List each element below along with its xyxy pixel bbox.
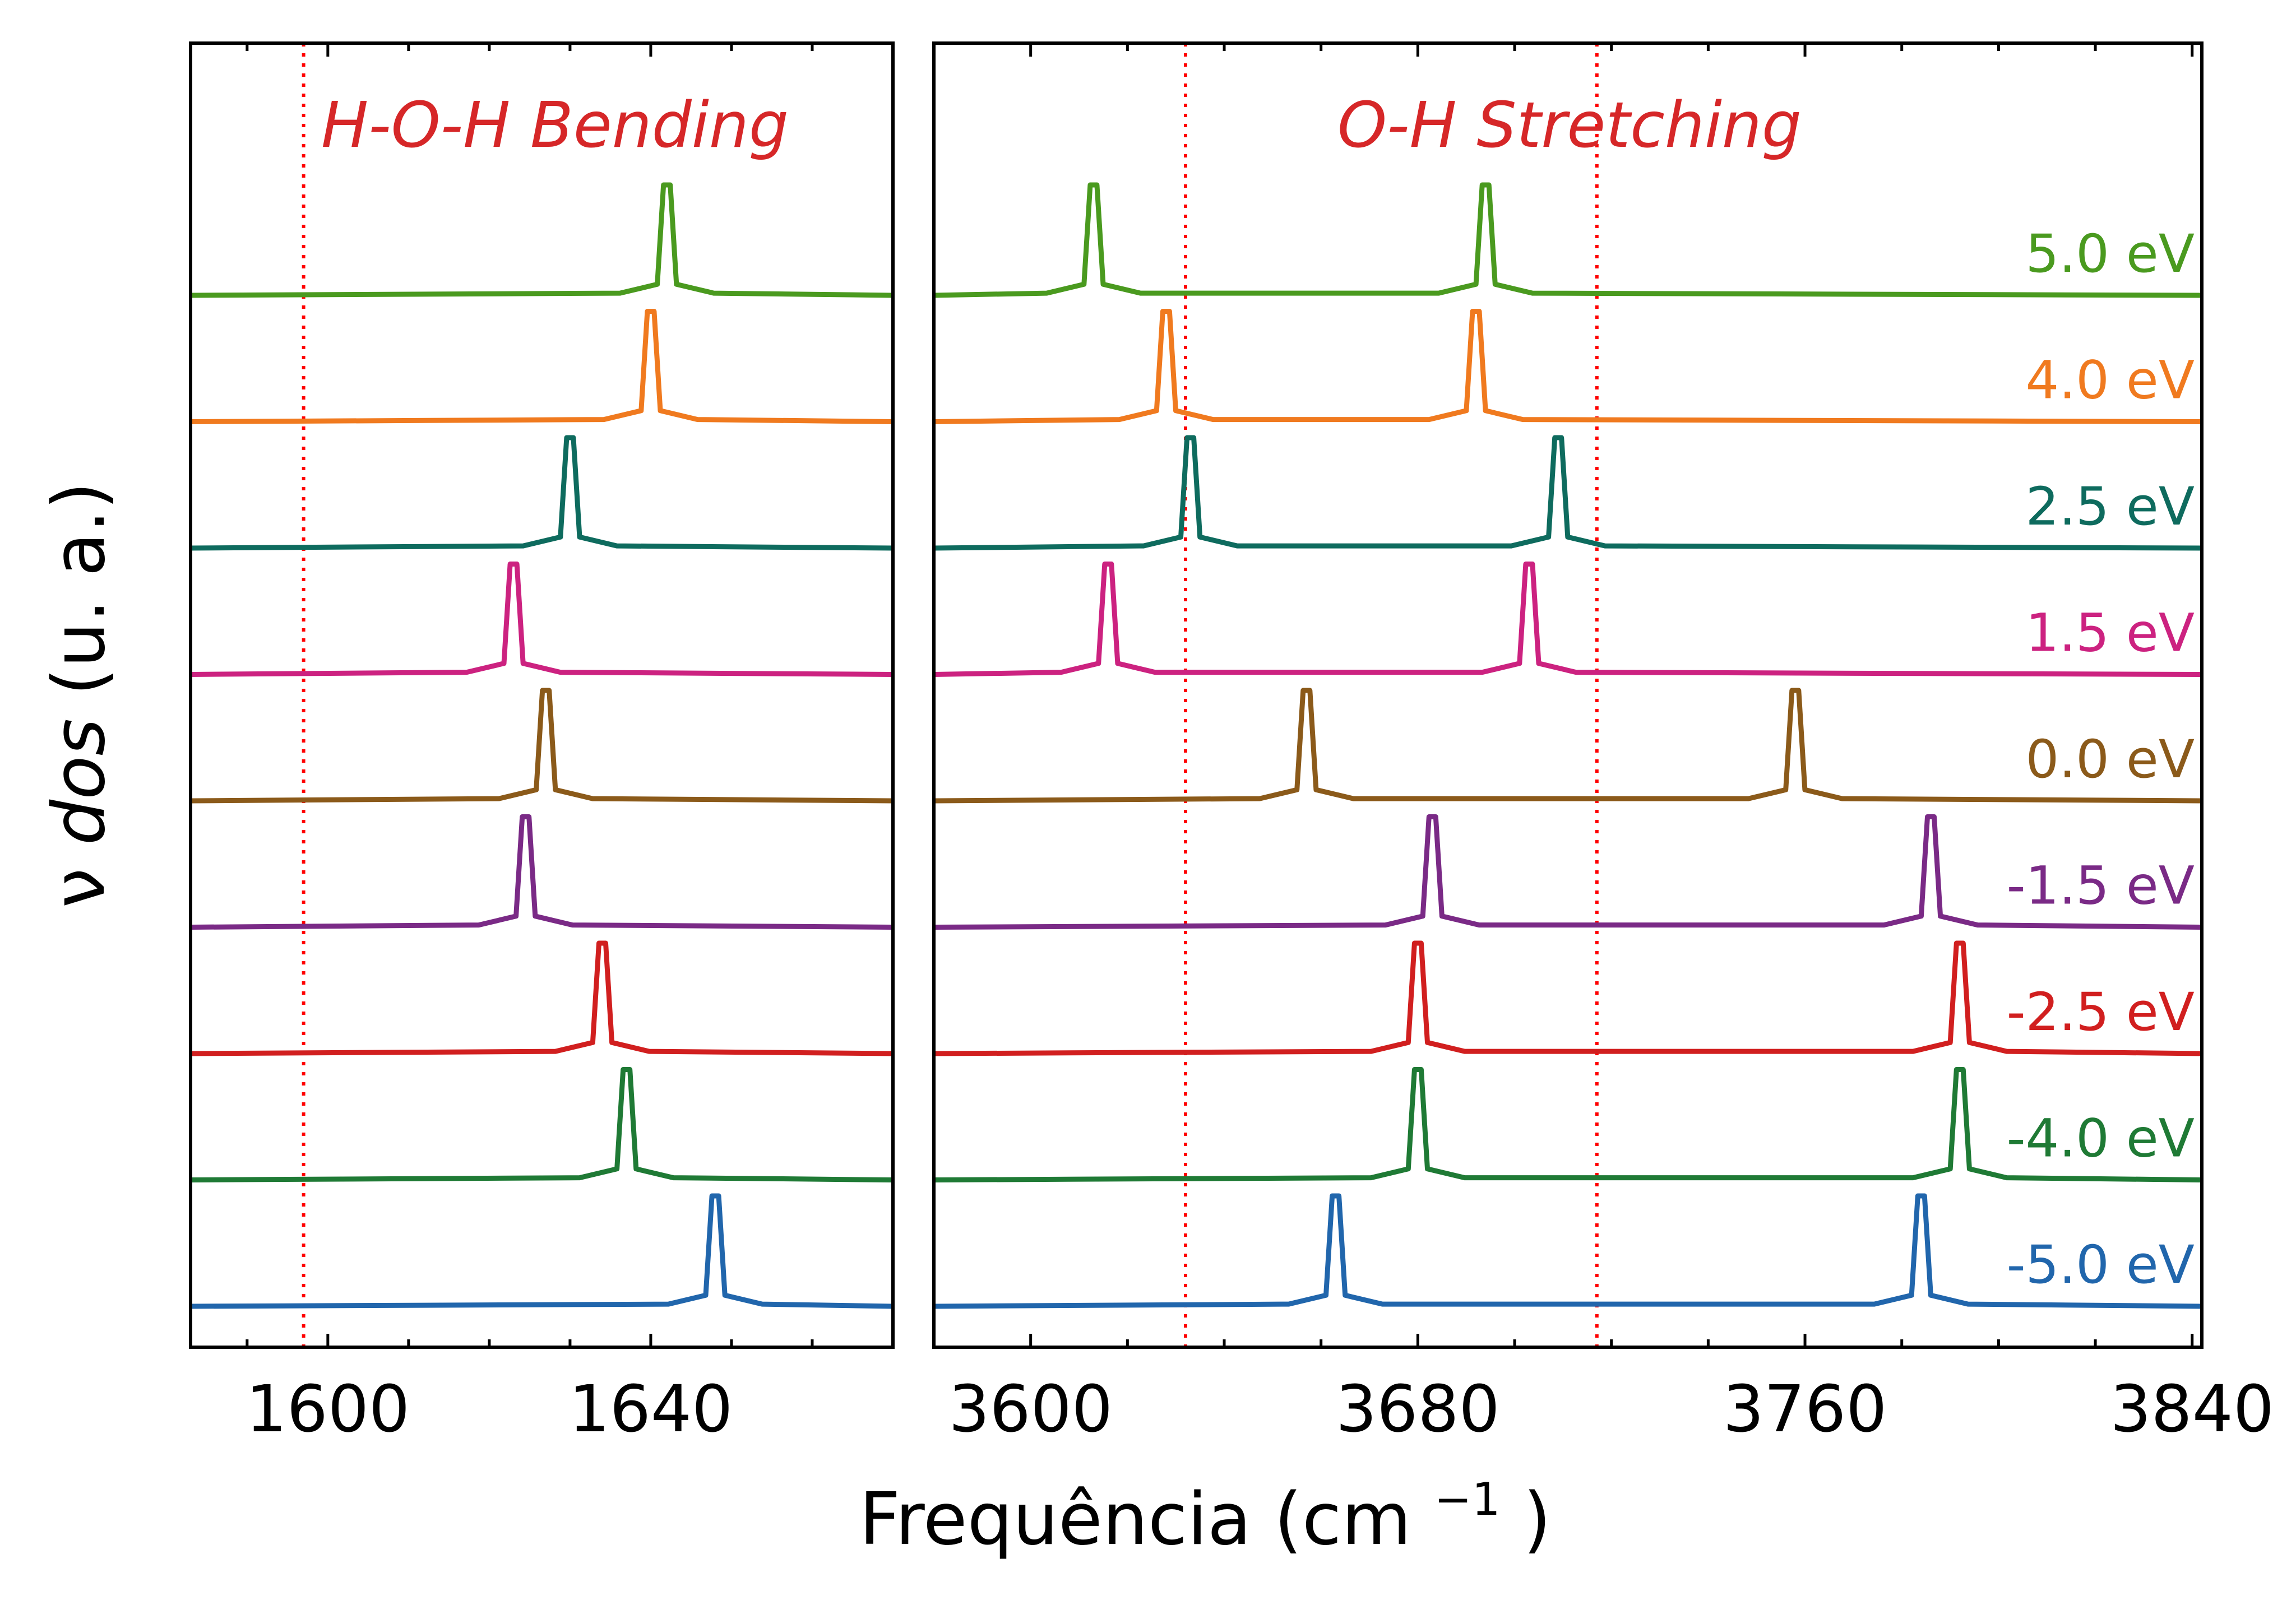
bending-series-4p0eV: [190, 309, 894, 424]
stretching-series-1p5eV: [933, 562, 2202, 677]
bending-series-5p0eV: [190, 182, 894, 298]
energy-label-5p0eV: 5.0 eV: [2025, 224, 2195, 285]
x-axis-title-close: ): [1523, 1478, 1551, 1561]
bending-series--5p0eV: [190, 1193, 894, 1309]
y-axis-title-symbol: ν: [38, 868, 121, 908]
stretching-panel-frame: [932, 41, 2204, 1349]
stretching-tick-label-3680: 3680: [1336, 1372, 1500, 1447]
y-axis-title: ν dos (u. a.): [38, 482, 121, 908]
stretching-tick-label-3760: 3760: [1723, 1372, 1887, 1447]
energy-label-2p5eV: 2.5 eV: [2025, 476, 2195, 537]
bending-series--2p5eV: [190, 940, 894, 1056]
x-axis-title-main: Frequência (cm: [859, 1478, 1411, 1561]
energy-label--2p5eV: -2.5 eV: [2007, 982, 2195, 1043]
energy-label--1p5eV: -1.5 eV: [2007, 856, 2195, 917]
stretching-tick-label-3600: 3600: [948, 1372, 1113, 1447]
bending-series-2p5eV: [190, 435, 894, 551]
energy-label-1p5eV: 1.5 eV: [2025, 603, 2195, 664]
x-axis-title: Frequência (cm −1 ): [859, 1449, 1551, 1561]
stretching-series--1p5eV: [933, 814, 2202, 930]
y-axis-title-units: (u. a.): [38, 482, 121, 696]
stretching-series--4p0eV: [933, 1067, 2202, 1182]
stretching-x-ticks: 3600 3680 3760 3840: [948, 43, 2274, 1447]
stretching-series-5p0eV: [933, 182, 2202, 298]
stretching-series--5p0eV: [933, 1193, 2202, 1309]
bending-panel-frame: [189, 41, 895, 1349]
energy-label-4p0eV: 4.0 eV: [2025, 350, 2195, 411]
bending-tick-label-1600: 1600: [246, 1372, 410, 1447]
energy-label--5p0eV: -5.0 eV: [2007, 1235, 2195, 1296]
energy-labels: 5.0 eV 4.0 eV 2.5 eV 1.5 eV 0.0 eV -1.5 eV -2.…: [2007, 224, 2195, 1296]
stretching-series-0p0eV: [933, 688, 2202, 804]
bending-series-group: [190, 182, 894, 1309]
bending-panel: 1600 1640 H-O-H Bending: [189, 41, 895, 1447]
bending-series--4p0eV: [190, 1067, 894, 1182]
bending-x-ticks: 1600 1640: [246, 43, 814, 1447]
stretching-series-group: [933, 182, 2202, 1309]
stretching-series-2p5eV: [933, 435, 2202, 551]
bending-series-1p5eV: [190, 562, 894, 677]
stretching-panel-title: O-H Stretching: [1337, 89, 1802, 162]
energy-label-0p0eV: 0.0 eV: [2025, 729, 2195, 790]
energy-label--4p0eV: -4.0 eV: [2007, 1108, 2195, 1170]
stretching-tick-label-3840: 3840: [2110, 1372, 2274, 1447]
bending-tick-label-1640: 1640: [569, 1372, 733, 1447]
bending-panel-title: H-O-H Bending: [321, 89, 789, 162]
stretching-series-4p0eV: [933, 309, 2202, 424]
stretching-panel: 3600 3680 3760 3840 5.0 eV 4.0 eV 2.5 eV 1.5 e…: [932, 41, 2274, 1447]
bending-series--1p5eV: [190, 814, 894, 930]
x-axis-title-exponent: −1: [1434, 1473, 1501, 1525]
bending-series-0p0eV: [190, 688, 894, 804]
y-axis-title-dos: dos: [38, 718, 121, 845]
stretching-series--2p5eV: [933, 940, 2202, 1056]
